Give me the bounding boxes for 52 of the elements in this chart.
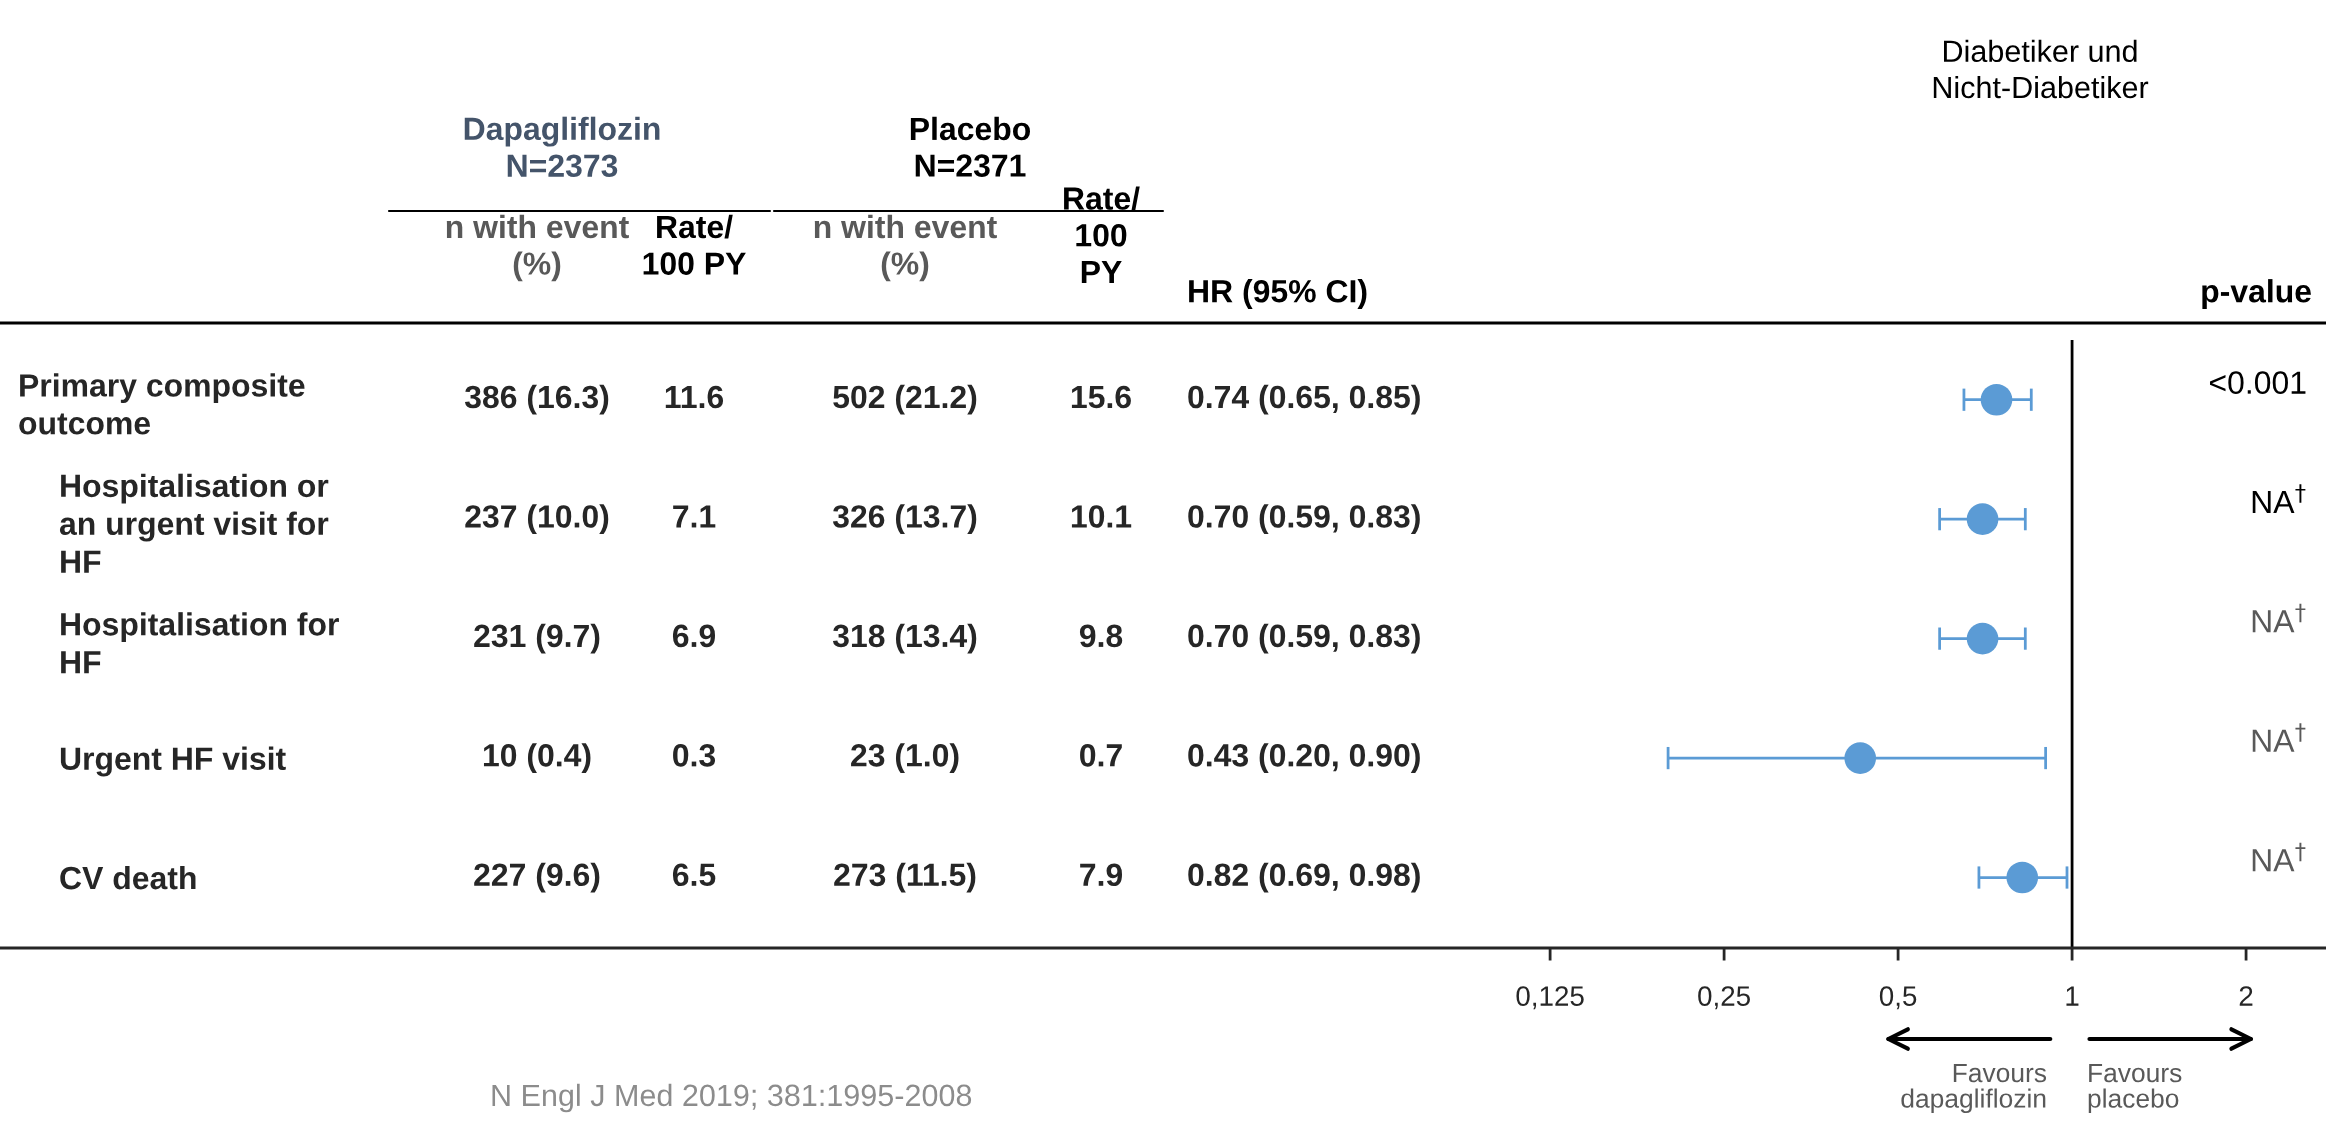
text: Dapagliflozin N=2373 bbox=[464, 116, 660, 178]
annotation: 7.1 bbox=[673, 505, 716, 528]
text: Rate/ 100 PY bbox=[643, 214, 746, 275]
annotation: 10.1 bbox=[1071, 505, 1132, 528]
y-tick-label: Hospitalisation or an urgent visit for HF bbox=[59, 473, 329, 573]
text: Favours placebo bbox=[2088, 1063, 2182, 1114]
annotation: 0.43 (0.20, 0.90) bbox=[1188, 743, 1420, 773]
annotation: 386 (16.3) bbox=[464, 384, 609, 415]
annotation: 0.3 bbox=[673, 744, 716, 767]
annotation: 227 (9.6) bbox=[474, 862, 600, 893]
annotation: 9.8 bbox=[1079, 624, 1123, 648]
annotation: NA$^{†}$ bbox=[2252, 842, 2306, 872]
x-tick-label: 2 bbox=[2239, 986, 2253, 1006]
annotation: 231 (9.7) bbox=[474, 623, 600, 654]
annotation: 273 (11.5) bbox=[834, 862, 976, 893]
annotation: 15.6 bbox=[1071, 385, 1131, 409]
annotation: 0.70 (0.59, 0.83) bbox=[1188, 623, 1420, 654]
annotation: 502 (21.2) bbox=[833, 384, 977, 415]
annotation: 6.9 bbox=[672, 624, 716, 648]
y-tick-label: CV death bbox=[60, 865, 196, 890]
annotation: 11.6 bbox=[665, 385, 724, 409]
y-tick-label: Primary composite outcome bbox=[19, 373, 305, 435]
text: Rate/ 100 PY bbox=[1064, 186, 1140, 283]
annotation: 237 (10.0) bbox=[465, 504, 609, 535]
x-tick-label: 0,5 bbox=[1879, 986, 1917, 1010]
annotation: 6.5 bbox=[672, 863, 716, 887]
annotation: 0.82 (0.69, 0.98) bbox=[1188, 862, 1420, 893]
x-tick-label: 0,25 bbox=[1698, 986, 1750, 1010]
text: HR (95% CI) bbox=[1189, 279, 1367, 309]
annotation: NA$^{†}$ bbox=[2252, 484, 2306, 513]
annotation: 0.70 (0.59, 0.83) bbox=[1188, 504, 1420, 535]
annotation: 7.9 bbox=[1080, 863, 1123, 887]
text: n with event (%) bbox=[814, 214, 997, 282]
annotation: 23 (1.0) bbox=[851, 743, 959, 773]
annotation: NA$^{†}$ bbox=[2252, 603, 2306, 633]
chart-title: Diabetiker und Nicht-Diabetiker bbox=[1933, 39, 2149, 99]
text: N Engl J Med 2019; 381:1995-2008 bbox=[492, 1083, 972, 1113]
annotation: <0.001 bbox=[2209, 371, 2306, 394]
annotation: 0.7 bbox=[1080, 744, 1122, 767]
y-tick-label: Urgent HF visit bbox=[60, 746, 286, 777]
y-tick-label: Hospitalisation for HF bbox=[61, 612, 339, 674]
annotation: 318 (13.4) bbox=[832, 623, 977, 654]
annotation: NA$^{†}$ bbox=[2252, 723, 2306, 752]
annotation: 10 (0.4) bbox=[483, 743, 591, 773]
annotation: 326 (13.7) bbox=[832, 504, 977, 535]
annotation: 0.74 (0.65, 0.85) bbox=[1188, 384, 1420, 415]
x-tick-label: 1 bbox=[2066, 986, 2079, 1006]
text: Favours dapagliflozin bbox=[1901, 1063, 2047, 1114]
text: n with event (%) bbox=[446, 214, 629, 282]
x-tick-label: 0,125 bbox=[1516, 986, 1584, 1010]
text: Placebo N=2371 bbox=[910, 116, 1031, 177]
text: p-value bbox=[2202, 279, 2311, 309]
